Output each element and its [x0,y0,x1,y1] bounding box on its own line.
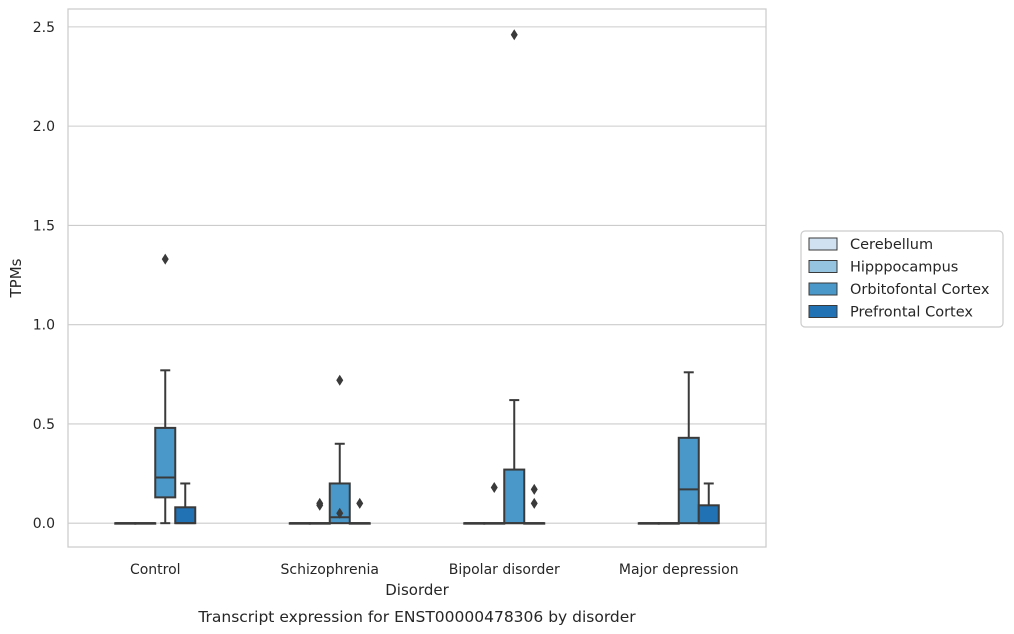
x-tick-label: Major depression [619,562,739,578]
legend-swatch [808,305,838,318]
box-group [697,482,720,525]
legend-swatch [808,237,838,251]
legend-label: Prefrontal Cortex [850,305,973,321]
outlier-point [510,29,518,41]
outlier-point [161,253,169,265]
box-group [523,483,546,525]
y-tick-label: 1.0 [33,318,55,334]
outlier-point [336,507,344,519]
chart-caption: Transcript expression for ENST0000047830… [197,608,636,626]
legend-label: Orbitofontal Cortex [850,282,990,298]
y-tick-label: 0.0 [33,516,55,532]
outlier-point [490,481,498,493]
box-group [463,522,486,525]
box-group [677,371,700,525]
box-group [503,29,526,525]
x-tick-labels: Control Schizophrenia Bipolar disorder Majo… [130,562,739,578]
box-group [174,482,197,525]
box [697,504,720,525]
plot-area-frame [67,8,767,548]
box [154,426,177,499]
box-group [328,374,351,525]
legend-label: Hipppocampus [850,260,958,276]
legend-swatch [808,282,838,296]
box-group [114,522,137,525]
outlier-point [336,374,344,386]
box [503,468,526,525]
legend-frame [800,230,1004,328]
legend: Cerebellum Hipppocampus Orbitofontal Corte… [800,230,1004,328]
box-group [308,497,331,525]
y-axis-title: TPMs [7,258,25,298]
box-group [154,253,177,525]
box-group [657,522,680,525]
box-group [483,481,506,525]
box-groups [114,29,720,525]
box-group [288,522,311,525]
y-tick-label: 2.5 [33,20,55,36]
x-tick-label: Bipolar disorder [449,562,560,578]
x-tick-label: Schizophrenia [281,562,379,578]
box [328,482,351,525]
outlier-point [530,483,538,495]
legend-swatch [808,260,838,273]
box [174,506,197,525]
box-group [134,522,157,525]
x-tick-label: Control [130,562,181,578]
outlier-point [356,497,364,509]
outlier-point [530,497,538,509]
box [677,436,700,525]
y-tick-label: 1.5 [33,218,55,234]
y-tick-labels: 0.0 0.5 1.0 1.5 2.0 2.5 [33,20,55,532]
y-tick-label: 0.5 [33,417,55,433]
x-axis-title: Disorder [385,581,449,599]
legend-label: Cerebellum [850,237,933,253]
y-tick-label: 2.0 [33,119,55,135]
outlier-point [316,497,324,509]
box-group [348,497,371,525]
box-group [637,522,660,525]
